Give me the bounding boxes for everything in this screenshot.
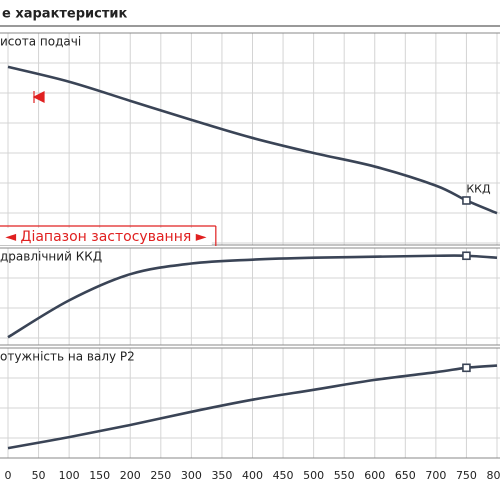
point-marker (462, 363, 471, 373)
panel-frame (0, 32, 500, 246)
x-tick-label: 700 (425, 469, 446, 482)
x-tick-label: 350 (211, 469, 232, 482)
range-bg (0, 228, 212, 245)
x-tick-label: 150 (89, 469, 110, 482)
x-tick-label: 500 (303, 469, 324, 482)
x-tick-label: 250 (150, 469, 171, 482)
x-tick-label: 200 (120, 469, 141, 482)
min-marker (32, 91, 45, 103)
curve (7, 65, 498, 215)
x-tick-label: 400 (242, 469, 263, 482)
panel-frame (0, 347, 500, 459)
marker-label: ККД (466, 182, 491, 195)
x-tick-label: 800 (487, 469, 500, 482)
x-tick-label: 450 (273, 469, 294, 482)
curve (7, 364, 498, 450)
x-tick-label: 50 (32, 469, 46, 482)
point-marker (462, 196, 471, 205)
panel-frame (0, 247, 500, 346)
range-label: ◄ Діапазон застосування ► (5, 229, 206, 245)
panel-label: отужність на валу P2 (0, 350, 135, 364)
x-tick-label: 0 (5, 469, 12, 482)
point-marker (462, 251, 471, 261)
x-tick-label: 300 (181, 469, 202, 482)
chart-title: е характеристик (2, 7, 128, 22)
x-tick-label: 750 (456, 469, 477, 482)
x-tick-label: 100 (59, 469, 80, 482)
x-tick-label: 650 (395, 469, 416, 482)
panel-label: исота подачі (0, 35, 81, 49)
curve (7, 254, 498, 339)
panel-label: дравлічний ККД (0, 250, 102, 264)
x-tick-label: 600 (364, 469, 385, 482)
x-tick-label: 550 (334, 469, 355, 482)
